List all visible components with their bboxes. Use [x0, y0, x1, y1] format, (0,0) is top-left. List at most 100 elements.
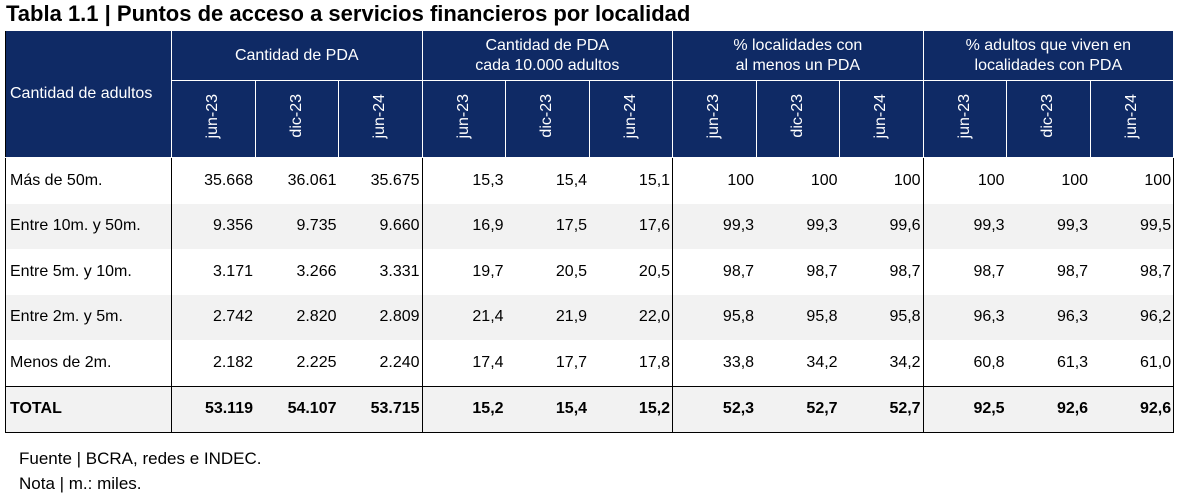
cell-value: 20,5	[555, 262, 588, 280]
cell-value: 99,6	[839, 203, 924, 249]
period-label: jun-24	[621, 93, 639, 139]
cell-value: 52,7	[756, 385, 840, 433]
cell-value: 95,8	[839, 294, 924, 340]
cell-value: 22,0	[589, 294, 673, 340]
cell-value: 33,8	[672, 340, 757, 386]
table-row: Entre 5m. y 10m. 3.171 3.266 3.331 19,7 20,5 2…	[6, 249, 1174, 295]
cell-value: 92,6	[1006, 385, 1091, 433]
group-header: Cantidad de PDA	[171, 30, 423, 81]
period-header: jun-23	[672, 80, 757, 158]
period-header: jun-23	[421, 80, 507, 158]
row-label: Entre 10m. y 50m.	[5, 203, 172, 249]
group-header: % adultos que viven en localidades con P…	[922, 30, 1175, 81]
cell-value: 3.171	[171, 249, 255, 295]
cell-value: 17,7	[555, 353, 588, 371]
cell-value: 19,7	[421, 249, 506, 295]
period-header: dic-23	[254, 80, 339, 158]
data-table: Cantidad de adultos Cantidad de PDA Cantid…	[5, 30, 1175, 433]
cell-value: 61,3	[1056, 353, 1089, 371]
cell-value: 96,2	[1090, 294, 1174, 340]
cell-value: 3.266	[296, 262, 337, 280]
cell-value: 34,2	[889, 353, 921, 371]
cell-value: 92,6	[1090, 385, 1174, 433]
period-header: jun-24	[1089, 80, 1175, 158]
period-label: jun-24	[1122, 93, 1140, 139]
cell-value: 100	[1061, 171, 1089, 189]
cell-value: 2.742	[171, 294, 255, 340]
row-label: Menos de 2m.	[10, 353, 112, 371]
cell-value: 2.809	[338, 294, 423, 340]
cell-value: 35.668	[171, 157, 255, 204]
table-row: Más de 50m. 35.668 36.061 35.675 15,3 15,4 15,…	[6, 157, 1174, 204]
period-header: jun-23	[171, 80, 256, 158]
cell-value: 52,7	[839, 385, 924, 433]
cell-value: 17,8	[638, 353, 671, 371]
period-label: dic-23	[1039, 94, 1057, 138]
cell-value: 53.715	[338, 385, 423, 433]
period-header: dic-23	[755, 80, 841, 158]
cell-value: 16,9	[421, 203, 506, 249]
period-header: dic-23	[505, 80, 590, 158]
cell-value: 53.119	[171, 385, 255, 433]
cell-value: 100	[893, 171, 921, 189]
row-label: Más de 50m.	[10, 171, 103, 189]
cell-value: 2.820	[255, 294, 339, 340]
cell-value: 2.225	[296, 353, 337, 371]
cell-value: 98,7	[806, 262, 838, 280]
cell-value: 52,3	[672, 385, 757, 433]
cell-value: 2.182	[171, 340, 255, 386]
group-header: % localidades con al menos un PDA	[672, 30, 924, 81]
cell-value: 99,5	[1090, 203, 1174, 249]
cell-value: 100	[1144, 171, 1172, 189]
cell-value: 60,8	[922, 340, 1007, 386]
period-header: jun-23	[922, 80, 1008, 158]
row-label: Entre 2m. y 5m.	[5, 294, 172, 340]
cell-value: 54.107	[255, 385, 339, 433]
cell-value: 15,2	[421, 385, 506, 433]
cell-value: 9.356	[171, 203, 255, 249]
period-label: jun-23	[454, 93, 472, 139]
cell-value: 99,3	[672, 203, 757, 249]
cell-value: 15,4	[505, 385, 590, 433]
period-header: jun-24	[588, 80, 674, 158]
cell-value: 92,5	[922, 385, 1007, 433]
cell-value: 100	[810, 171, 838, 189]
source-note: Fuente | BCRA, redes e INDEC.	[19, 449, 262, 468]
table-title: Tabla 1.1 | Puntos de acceso a servicios…	[6, 1, 691, 26]
row-label: Entre 5m. y 10m.	[10, 262, 132, 280]
cell-value: 100	[922, 157, 1007, 204]
table-row: Entre 10m. y 50m. 9.356 9.735 9.660 16,9 17,5…	[5, 203, 1174, 249]
cell-value: 36.061	[287, 171, 337, 189]
period-label: dic-23	[287, 94, 305, 138]
table-row: TOTAL 53.119 54.107 53.715 15,2 15,4 15,2 52,3 5…	[5, 385, 1174, 433]
period-header: jun-24	[839, 80, 924, 158]
cell-value: 98,7	[1139, 262, 1172, 280]
period-header: dic-23	[1006, 80, 1091, 158]
cell-value: 98,7	[1056, 262, 1089, 280]
cell-value: 99,3	[1006, 203, 1091, 249]
cell-value: 99,3	[756, 203, 840, 249]
cell-value: 95,8	[756, 294, 840, 340]
corner-header: Cantidad de adultos	[5, 30, 172, 158]
period-label: jun-24	[371, 93, 389, 139]
row-label: TOTAL	[5, 385, 172, 433]
cell-value: 96,3	[1006, 294, 1091, 340]
table-row: Entre 2m. y 5m. 2.742 2.820 2.809 21,4 21,9 22…	[5, 294, 1174, 340]
cell-value: 98,7	[672, 249, 757, 295]
cell-value: 98,7	[889, 262, 921, 280]
footnote: Nota | m.: miles.	[19, 474, 142, 493]
cell-value: 15,1	[638, 171, 671, 189]
period-label: jun-23	[204, 93, 222, 139]
period-label: dic-23	[788, 94, 806, 138]
cell-value: 96,3	[922, 294, 1007, 340]
cell-value: 35.675	[370, 171, 420, 189]
cell-value: 98,7	[922, 249, 1007, 295]
cell-value: 95,8	[672, 294, 757, 340]
cell-value: 3.331	[379, 262, 420, 280]
period-label: jun-23	[705, 93, 723, 139]
header-row: Cantidad de adultos Cantidad de PDA Cantid…	[5, 30, 1175, 158]
cell-value: 15,3	[421, 157, 506, 204]
period-label: jun-24	[872, 93, 890, 139]
cell-value: 100	[672, 157, 757, 204]
